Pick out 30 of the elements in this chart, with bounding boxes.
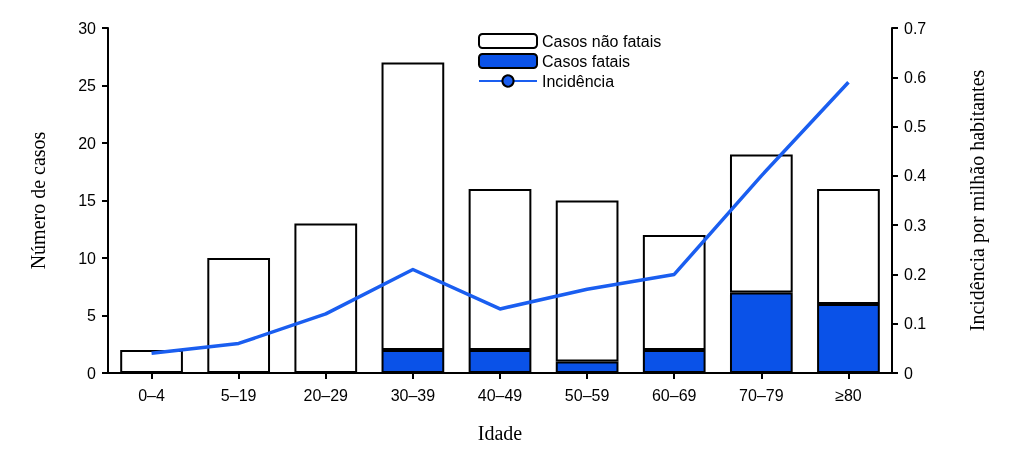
y2-tick-label: 0 <box>904 364 913 382</box>
x-tick-label: 30–39 <box>390 386 436 404</box>
y-tick-label: 30 <box>78 19 97 37</box>
y-tick-label: 20 <box>78 134 97 152</box>
y-tick-label: 5 <box>87 307 97 324</box>
y2-tick-label: 0.2 <box>904 265 927 283</box>
legend-label: Casos não fatais <box>542 32 662 50</box>
y2-tick-label: 0.6 <box>904 68 927 86</box>
y-tick-label: 10 <box>78 249 97 267</box>
y2-tick-label: 0.1 <box>904 315 927 333</box>
x-tick-label: 20–29 <box>303 386 349 404</box>
y2-tick-label: 0.5 <box>904 118 927 136</box>
x-tick-label: 5–19 <box>220 386 257 404</box>
y2-tick-label: 0.3 <box>904 216 927 234</box>
x-tick-label: 50–59 <box>564 386 610 404</box>
y2-tick-label: 0.4 <box>904 167 927 185</box>
y-tick-label: 0 <box>87 364 97 382</box>
y-axis-title: Número de casos <box>27 131 49 270</box>
y-tick-label: 25 <box>78 77 97 94</box>
x-tick-label: 60–69 <box>651 386 697 404</box>
legend-label: Casos fatais <box>542 52 631 70</box>
x-tick-label: 40–49 <box>477 386 523 404</box>
x-axis-title: Idade <box>477 422 523 444</box>
y2-axis-title: Incidência por milhão habitantes <box>966 69 989 332</box>
x-tick-label: 70–79 <box>739 386 784 404</box>
x-tick-label: ≥80 <box>835 386 862 404</box>
legend-label: Incidência <box>542 72 615 90</box>
y-tick-label: 15 <box>78 192 97 209</box>
x-tick-label: 0–4 <box>138 386 165 404</box>
y2-tick-label: 0.7 <box>904 19 927 37</box>
